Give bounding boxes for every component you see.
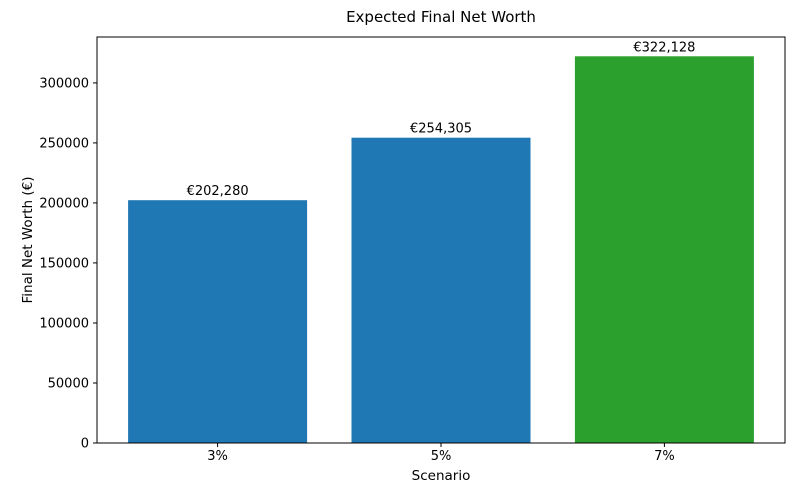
y-tick-label: 150000 [39,256,89,271]
axes-frame [96,36,786,444]
x-tick-label: 3% [207,449,228,464]
y-axis-label: Final Net Worth (€) [20,176,36,304]
bar-value-label: €254,305 [410,122,472,137]
y-tick-label: 300000 [39,76,89,91]
y-tick-label: 200000 [39,196,89,211]
x-axis-label: Scenario [411,468,471,484]
bar-value-label: €322,128 [633,40,695,55]
x-tick-label: 5% [431,449,452,464]
x-tick-label: 7% [654,449,675,464]
bar-3% [128,200,308,443]
bar-5% [351,137,531,443]
bar-7% [574,56,754,444]
y-tick-label: 50000 [48,377,89,392]
chart-title: Expected Final Net Worth [346,8,536,26]
bar-value-label: €202,280 [187,184,249,199]
y-tick-label: 0 [81,437,89,452]
y-tick-label: 100000 [39,317,89,332]
y-tick-label: 250000 [39,136,89,151]
